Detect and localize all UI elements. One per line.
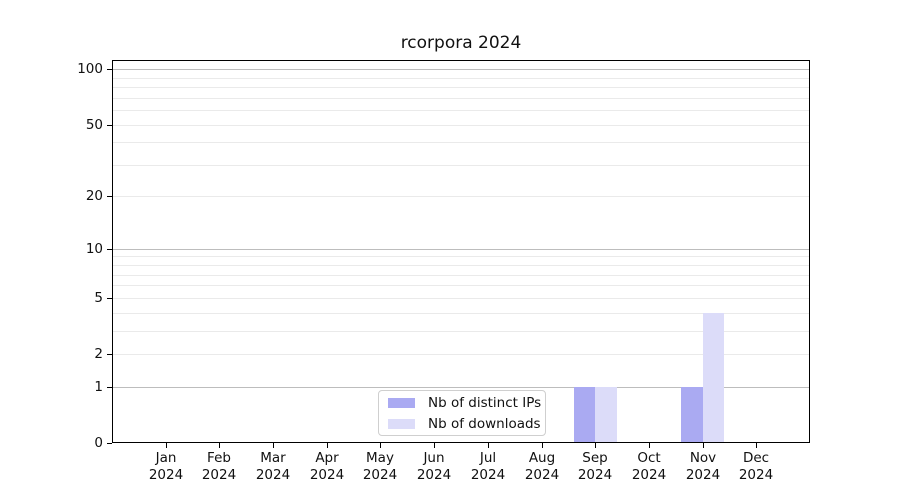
y-tick-label: 20 bbox=[59, 188, 103, 204]
gridline-minor bbox=[113, 110, 809, 111]
x-tick-mark bbox=[703, 443, 704, 448]
y-tick-label: 50 bbox=[59, 117, 103, 133]
gridline-minor bbox=[113, 265, 809, 266]
gridline-minor bbox=[113, 98, 809, 99]
gridline-minor bbox=[113, 196, 809, 197]
plot-area bbox=[112, 60, 810, 443]
x-tick-mark bbox=[756, 443, 757, 448]
x-tick-mark bbox=[327, 443, 328, 448]
y-tick-mark bbox=[107, 69, 112, 70]
y-tick-mark bbox=[107, 354, 112, 355]
y-tick-mark bbox=[107, 249, 112, 250]
legend-swatch-downloads-icon bbox=[388, 419, 415, 429]
gridline-major bbox=[113, 69, 809, 70]
y-tick-label: 10 bbox=[59, 241, 103, 257]
legend-item-downloads: Nb of downloads bbox=[388, 416, 536, 432]
y-tick-mark bbox=[107, 298, 112, 299]
gridline-minor bbox=[113, 142, 809, 143]
y-tick-mark bbox=[107, 387, 112, 388]
y-tick-label: 2 bbox=[59, 346, 103, 362]
x-tick-mark bbox=[434, 443, 435, 448]
y-tick-label: 0 bbox=[59, 435, 103, 451]
bar-distinct-ips-sep bbox=[574, 387, 596, 442]
chart-title: rcorpora 2024 bbox=[112, 33, 810, 53]
y-tick-label: 1 bbox=[59, 379, 103, 395]
gridline-minor bbox=[113, 275, 809, 276]
y-tick-label: 100 bbox=[59, 61, 103, 77]
x-tick-mark bbox=[488, 443, 489, 448]
x-tick-mark bbox=[380, 443, 381, 448]
x-tick-mark bbox=[166, 443, 167, 448]
y-tick-mark bbox=[107, 196, 112, 197]
legend-label-downloads: Nb of downloads bbox=[428, 416, 541, 432]
x-tick-mark bbox=[219, 443, 220, 448]
gridline-minor bbox=[113, 78, 809, 79]
gridline-minor bbox=[113, 165, 809, 166]
gridline-major bbox=[113, 249, 809, 250]
x-tick-mark bbox=[273, 443, 274, 448]
gridline-minor bbox=[113, 87, 809, 88]
x-tick-mark bbox=[595, 443, 596, 448]
figure: rcorpora 2024 0125102050100 Jan 2024Feb … bbox=[0, 0, 900, 500]
bar-downloads-sep bbox=[595, 387, 617, 442]
gridline-minor bbox=[113, 285, 809, 286]
bar-downloads-nov bbox=[703, 313, 725, 442]
bar-distinct-ips-nov bbox=[681, 387, 703, 442]
y-tick-mark bbox=[107, 125, 112, 126]
x-tick-mark bbox=[649, 443, 650, 448]
gridline-minor bbox=[113, 298, 809, 299]
legend-item-distinct-ips: Nb of distinct IPs bbox=[388, 395, 536, 411]
legend-swatch-distinct-ips-icon bbox=[388, 398, 415, 408]
x-tick-mark bbox=[542, 443, 543, 448]
y-tick-mark bbox=[107, 443, 112, 444]
gridline-minor bbox=[113, 256, 809, 257]
y-tick-label: 5 bbox=[59, 290, 103, 306]
gridline-minor bbox=[113, 125, 809, 126]
legend: Nb of distinct IPs Nb of downloads bbox=[378, 390, 546, 436]
x-tick-label: Dec 2024 bbox=[716, 450, 796, 484]
legend-label-distinct-ips: Nb of distinct IPs bbox=[428, 395, 541, 411]
